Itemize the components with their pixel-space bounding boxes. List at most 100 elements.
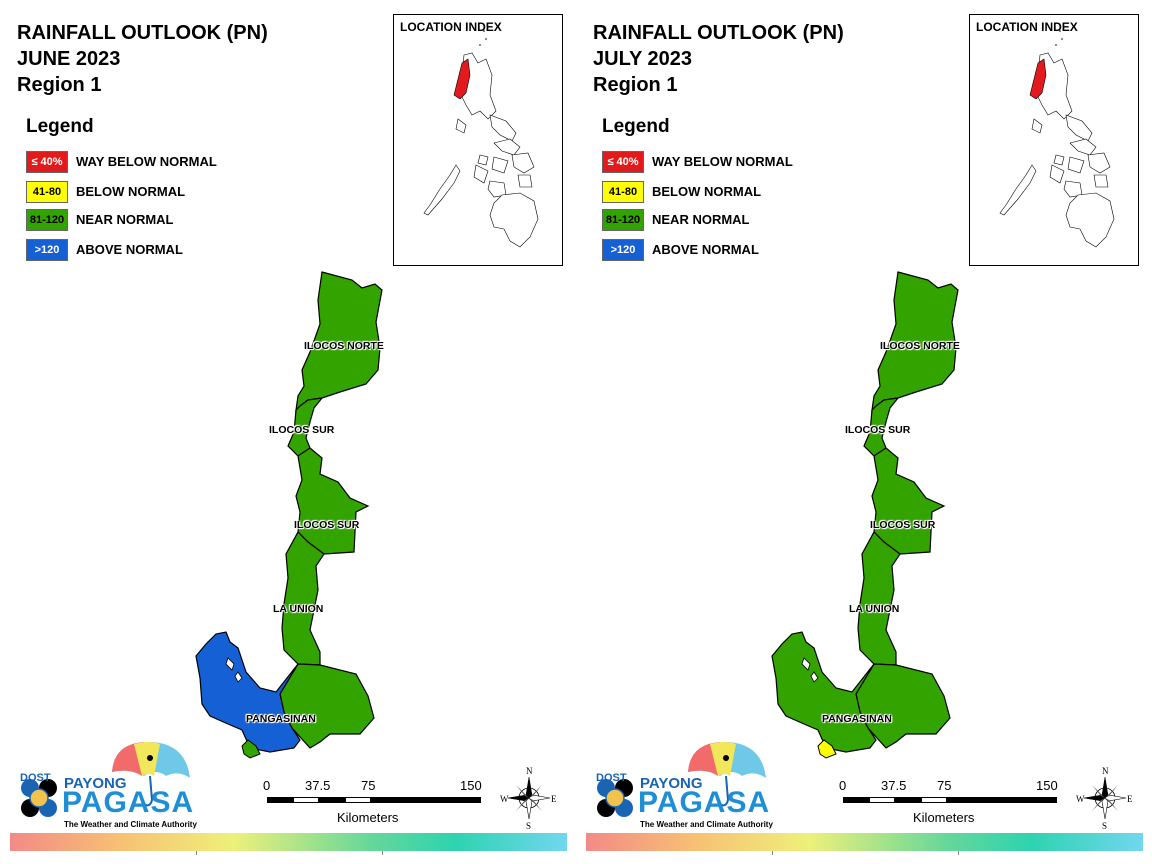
scale-segment xyxy=(947,797,1057,803)
scale-tick: 150 xyxy=(1036,778,1058,793)
province-la-union xyxy=(857,531,901,666)
scale-segment xyxy=(843,797,869,803)
province-pangasinan-west xyxy=(771,631,877,753)
compass-n: N xyxy=(1102,766,1109,776)
scale-tick: 0 xyxy=(263,778,271,793)
title-month: JUNE 2023 xyxy=(17,48,121,70)
strip-tick xyxy=(382,851,383,855)
label-ilocos-norte: ILOCOS NORTE xyxy=(880,340,960,352)
scale-tick: 150 xyxy=(460,778,482,793)
scale-segment xyxy=(869,797,895,803)
title-region: Region 1 xyxy=(593,74,678,96)
scale-tick: 0 xyxy=(839,778,847,793)
strip-tick xyxy=(196,851,197,855)
legend-label: BELOW NORMAL xyxy=(652,184,762,199)
compass-s: S xyxy=(526,821,531,831)
scale-tick: 75 xyxy=(361,778,376,793)
scale-unit-label: Kilometers xyxy=(337,810,399,825)
province-la-union xyxy=(281,531,325,666)
legend-label: BELOW NORMAL xyxy=(76,184,186,199)
location-index-title: LOCATION INDEX xyxy=(400,20,502,34)
label-ilocos-sur: ILOCOS SUR xyxy=(845,424,911,436)
compass-w: W xyxy=(1076,794,1085,804)
label-ilocos-sur: ILOCOS SUR xyxy=(269,424,335,436)
philippines-outline-map xyxy=(999,30,1115,248)
legend-label: ABOVE NORMAL xyxy=(76,242,183,257)
scale-unit-label: Kilometers xyxy=(913,810,975,825)
compass-s: S xyxy=(1102,821,1107,831)
title-region: Region 1 xyxy=(17,74,102,96)
region-1-province-map xyxy=(195,271,383,759)
title-line: RAINFALL OUTLOOK (PN) xyxy=(17,22,268,44)
location-index-inset: LOCATION INDEX xyxy=(393,14,563,266)
umbrella-icon xyxy=(597,742,766,817)
logo-pagasa-text: PAGASA xyxy=(638,786,771,819)
legend-title: Legend xyxy=(26,116,94,137)
scale-bar: 0 37.5 75 150 Kilometers xyxy=(255,775,490,835)
logo-tagline: The Weather and Climate Authority xyxy=(64,820,197,829)
philippines-outline-map xyxy=(423,30,539,248)
legend-label: ABOVE NORMAL xyxy=(652,242,759,257)
map-title: RAINFALL OUTLOOK (PN) JUNE 2023 Region 1 xyxy=(17,20,268,98)
label-ilocos-sur: ILOCOS SUR xyxy=(870,519,936,531)
province-ilocos-sur-north xyxy=(287,397,324,457)
map-title: RAINFALL OUTLOOK (PN) JULY 2023 Region 1 xyxy=(593,20,844,98)
label-ilocos-norte: ILOCOS NORTE xyxy=(304,340,384,352)
scale-segment xyxy=(371,797,481,803)
scale-segment xyxy=(921,797,947,803)
strip-tick xyxy=(958,851,959,855)
legend-label: WAY BELOW NORMAL xyxy=(652,154,793,169)
scale-segment xyxy=(267,797,293,803)
rainfall-map-panel: RAINFALL OUTLOOK (PN) JUNE 2023 Region 1… xyxy=(10,14,567,855)
payong-pagasa-logo: DOST PAYONG PAGASA The Weather and Clima… xyxy=(590,738,773,833)
label-la-union: LA UNION xyxy=(273,603,324,615)
title-line: RAINFALL OUTLOOK (PN) xyxy=(593,22,844,44)
legend-label: WAY BELOW NORMAL xyxy=(76,154,217,169)
north-arrow-compass-icon: N S E W xyxy=(1076,766,1133,831)
legend-label: NEAR NORMAL xyxy=(76,212,174,227)
compass-e: E xyxy=(1127,794,1133,804)
compass-n: N xyxy=(526,766,533,776)
umbrella-icon xyxy=(21,742,190,817)
label-pangasinan: PANGASINAN xyxy=(822,713,892,725)
scale-tick: 75 xyxy=(937,778,952,793)
north-arrow-compass-icon: N S E W xyxy=(500,766,557,831)
logo-dost-text: DOST xyxy=(20,772,51,784)
strip-tick xyxy=(772,851,773,855)
legend-swatch: >120 xyxy=(26,239,68,261)
location-index-inset: LOCATION INDEX xyxy=(969,14,1139,266)
label-la-union: LA UNION xyxy=(849,603,900,615)
title-month: JULY 2023 xyxy=(593,48,692,70)
rainfall-map-panel: RAINFALL OUTLOOK (PN) JULY 2023 Region 1… xyxy=(576,0,1152,864)
logo-tagline: The Weather and Climate Authority xyxy=(640,820,773,829)
province-pangasinan-south-spot xyxy=(817,739,837,759)
legend-swatch: >120 xyxy=(602,239,644,261)
location-index-title: LOCATION INDEX xyxy=(976,20,1078,34)
province-ilocos-sur-south xyxy=(871,447,946,555)
region-1-province-map xyxy=(771,271,959,759)
province-pangasinan-west xyxy=(195,631,301,753)
logo-payong-text: PAYONG xyxy=(64,775,127,792)
logo-dost-text: DOST xyxy=(596,772,627,784)
legend-swatch: ≤ 40% xyxy=(602,151,644,173)
province-ilocos-sur-south xyxy=(295,447,370,555)
legend-swatch: ≤ 40% xyxy=(26,151,68,173)
legend-swatch: 41-80 xyxy=(26,181,68,203)
legend-swatch: 81-120 xyxy=(602,209,644,231)
color-gradient-strip xyxy=(586,833,1143,851)
scale-segment xyxy=(895,797,921,803)
scale-bar: 0 37.5 75 150 Kilometers xyxy=(831,775,1066,835)
scale-tick: 37.5 xyxy=(881,778,907,793)
legend-swatch: 41-80 xyxy=(602,181,644,203)
logo-payong-text: PAYONG xyxy=(640,775,703,792)
color-gradient-strip xyxy=(10,833,567,851)
logo-pagasa-text: PAGASA xyxy=(62,786,195,819)
legend-swatch: 81-120 xyxy=(26,209,68,231)
province-pangasinan-south-spot xyxy=(241,739,261,759)
compass-w: W xyxy=(500,794,509,804)
payong-pagasa-logo: DOST PAYONG PAGASA The Weather and Clima… xyxy=(14,738,197,833)
scale-segment xyxy=(345,797,371,803)
label-pangasinan: PANGASINAN xyxy=(246,713,316,725)
scale-tick: 37.5 xyxy=(305,778,331,793)
legend-title: Legend xyxy=(602,116,670,137)
